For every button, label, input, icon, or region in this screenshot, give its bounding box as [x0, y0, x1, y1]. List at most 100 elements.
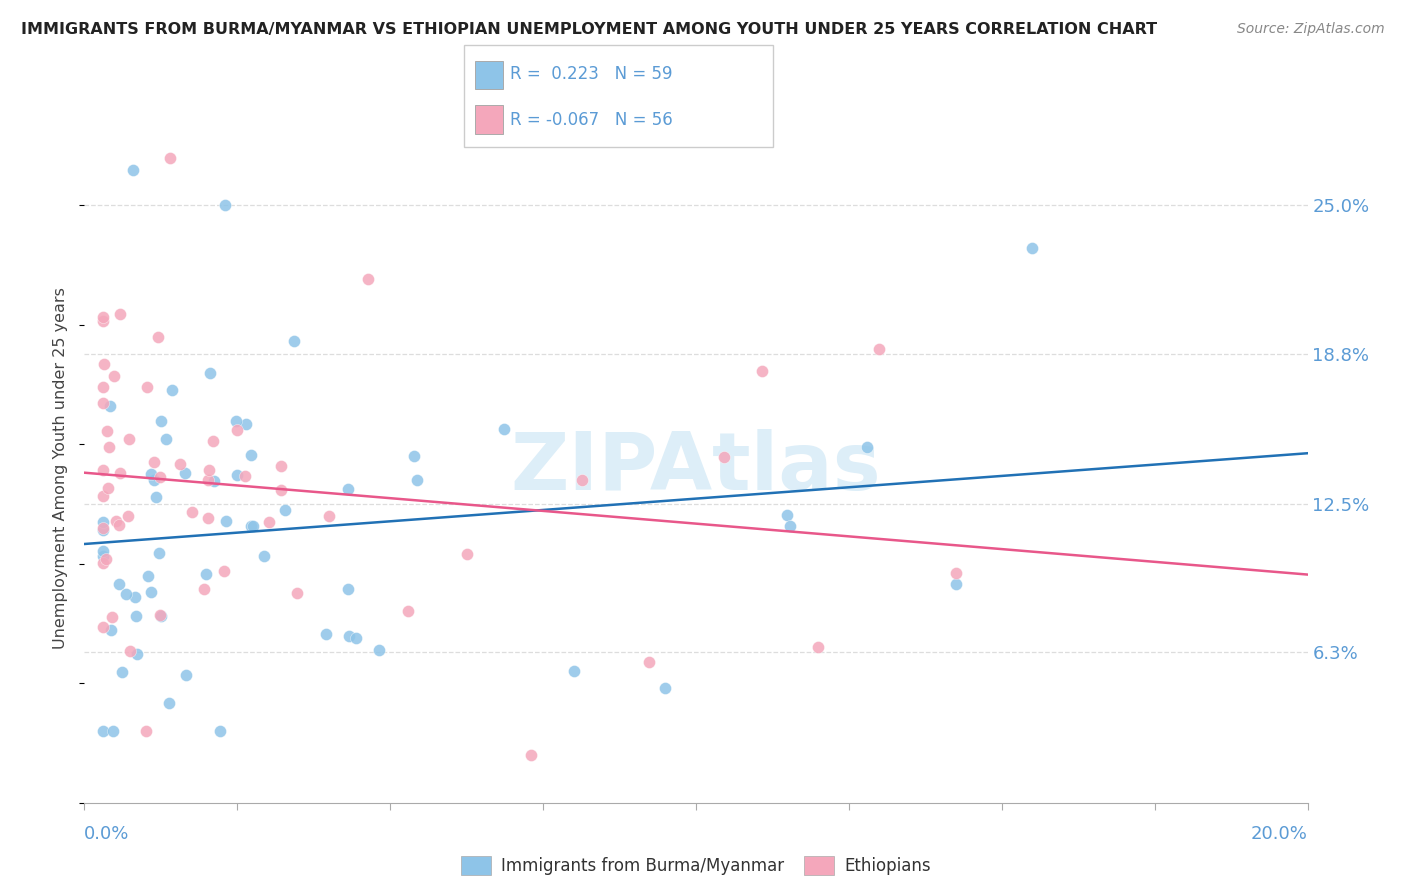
Point	[368, 642, 391, 657]
Point	[118, 432, 141, 446]
Point	[193, 582, 215, 597]
Point	[122, 162, 145, 177]
Point	[149, 608, 172, 623]
Point	[202, 474, 225, 488]
Point	[104, 514, 127, 528]
Point	[776, 508, 799, 523]
Point	[148, 330, 170, 344]
Point	[135, 724, 157, 739]
Text: R = -0.067   N = 56: R = -0.067 N = 56	[510, 111, 673, 128]
Point	[108, 518, 131, 533]
Point	[807, 640, 830, 655]
Point	[239, 448, 262, 462]
Point	[118, 643, 141, 657]
Point	[209, 724, 232, 739]
Point	[91, 463, 114, 477]
Point	[283, 334, 305, 348]
Point	[97, 440, 120, 454]
Legend: Immigrants from Burma/Myanmar, Ethiopians: Immigrants from Burma/Myanmar, Ethiopian…	[454, 849, 938, 881]
Point	[91, 620, 114, 634]
Point	[174, 466, 197, 480]
Point	[713, 450, 735, 464]
Text: R =  0.223   N = 59: R = 0.223 N = 59	[510, 65, 673, 83]
Point	[226, 423, 249, 437]
Point	[155, 432, 177, 446]
Point	[91, 395, 114, 409]
Point	[145, 490, 167, 504]
Text: IMMIGRANTS FROM BURMA/MYANMAR VS ETHIOPIAN UNEMPLOYMENT AMONG YOUTH UNDER 25 YEA: IMMIGRANTS FROM BURMA/MYANMAR VS ETHIOPI…	[21, 22, 1157, 37]
Point	[101, 609, 124, 624]
Point	[357, 271, 380, 285]
Point	[91, 380, 114, 394]
Point	[91, 557, 114, 571]
Point	[93, 357, 115, 371]
Point	[779, 519, 801, 533]
Point	[197, 511, 219, 525]
Point	[91, 520, 114, 534]
Point	[337, 629, 360, 643]
Point	[520, 747, 543, 762]
Point	[136, 569, 159, 583]
Point	[143, 455, 166, 469]
Point	[136, 379, 159, 393]
Point	[235, 469, 257, 483]
Point	[148, 546, 170, 560]
Point	[869, 342, 891, 356]
Y-axis label: Unemployment Among Youth under 25 years: Unemployment Among Youth under 25 years	[53, 287, 69, 649]
Point	[242, 519, 264, 533]
Point	[160, 384, 183, 398]
Point	[198, 366, 221, 380]
Point	[108, 307, 131, 321]
Point	[91, 314, 114, 328]
Point	[270, 459, 292, 474]
Point	[562, 665, 585, 679]
Point	[91, 549, 114, 564]
Point	[344, 631, 367, 645]
Point	[494, 422, 516, 436]
Point	[945, 577, 967, 591]
Point	[240, 518, 263, 533]
Point	[91, 724, 114, 739]
Point	[100, 623, 122, 637]
Point	[225, 414, 247, 428]
Point	[571, 473, 593, 487]
Point	[856, 440, 879, 454]
Point	[159, 151, 181, 165]
Text: 0.0%: 0.0%	[84, 825, 129, 843]
Point	[96, 424, 118, 438]
Point	[226, 467, 249, 482]
Point	[149, 609, 172, 624]
Point	[197, 463, 219, 477]
Point	[169, 457, 191, 471]
Point	[159, 696, 181, 710]
Point	[197, 473, 219, 487]
Point	[91, 515, 114, 529]
Point	[318, 509, 340, 524]
Point	[103, 369, 125, 384]
Point	[195, 566, 218, 581]
Point	[97, 481, 120, 495]
Point	[117, 508, 139, 523]
Point	[142, 473, 165, 487]
Point	[174, 667, 197, 681]
Point	[406, 473, 429, 487]
Point	[214, 198, 236, 212]
Point	[212, 564, 235, 578]
Point	[252, 549, 274, 564]
Point	[235, 417, 257, 432]
Text: 20.0%: 20.0%	[1251, 825, 1308, 843]
Point	[139, 467, 162, 482]
Point	[638, 655, 661, 669]
Point	[96, 552, 118, 566]
Point	[654, 681, 676, 695]
Point	[108, 466, 131, 480]
Point	[149, 469, 172, 483]
Point	[215, 514, 238, 528]
Point	[201, 434, 224, 448]
Point	[149, 414, 172, 428]
Point	[139, 585, 162, 599]
Point	[273, 502, 295, 516]
Point	[91, 310, 114, 325]
Point	[124, 591, 146, 605]
Text: ZIPAtlas: ZIPAtlas	[510, 429, 882, 508]
